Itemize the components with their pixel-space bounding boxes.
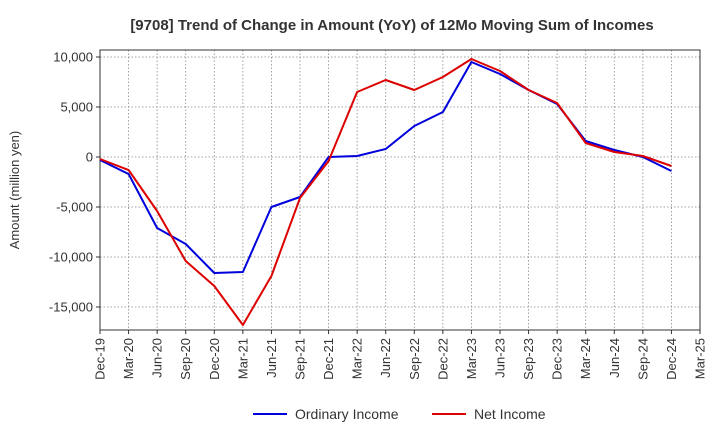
y-tick-label: -15,000 (49, 300, 93, 315)
grid (100, 50, 700, 330)
x-tick-label: Sep-24 (635, 338, 650, 380)
y-tick-label: 10,000 (53, 50, 93, 65)
x-tick-label: Sep-22 (407, 338, 422, 380)
series-layer (99, 58, 672, 326)
x-tick-label: Mar-24 (578, 338, 593, 379)
legend-label-net-income: Net Income (474, 406, 546, 422)
x-tick-label: Mar-25 (693, 338, 708, 379)
series-line-net-income (99, 58, 672, 326)
y-tick-label: 0 (86, 150, 93, 165)
x-tick-label: Sep-21 (293, 338, 308, 380)
chart-title: [9708] Trend of Change in Amount (YoY) o… (130, 17, 653, 34)
x-tick-label: Dec-24 (664, 338, 679, 380)
x-tick-label: Jun-23 (493, 338, 508, 378)
x-tick-label: Jun-22 (378, 338, 393, 378)
x-tick-label: Mar-21 (235, 338, 250, 379)
x-tick-label: Dec-20 (207, 338, 222, 380)
x-tick-label: Sep-20 (178, 338, 193, 380)
x-tick-label: Mar-22 (350, 338, 365, 379)
x-tick-label: Jun-24 (607, 338, 622, 378)
series-line-ordinary-income (99, 61, 672, 274)
x-tick-label: Jun-20 (150, 338, 165, 378)
x-tick-label: Mar-20 (121, 338, 136, 379)
x-tick-label: Dec-19 (93, 338, 108, 380)
y-tick-label: -10,000 (49, 250, 93, 265)
y-axis-title: Amount (million yen) (7, 131, 22, 250)
x-tick-label: Dec-23 (550, 338, 565, 380)
y-tick-label: -5,000 (56, 200, 93, 215)
legend-label-ordinary-income: Ordinary Income (295, 406, 399, 422)
x-tick-label: Dec-21 (321, 338, 336, 380)
y-axis: 10,000 5,000 0 -5,000 -10,000 -15,000 (49, 50, 100, 315)
plot-area (99, 49, 701, 331)
x-tick-label: Jun-21 (264, 338, 279, 378)
x-tick-label: Sep-23 (521, 338, 536, 380)
x-tick-label: Dec-22 (435, 338, 450, 380)
y-tick-label: 5,000 (60, 100, 93, 115)
x-axis: Dec-19 Mar-20 Jun-20 Sep-20 Dec-20 Mar-21 Jun-… (93, 330, 708, 380)
x-tick-label: Mar-23 (464, 338, 479, 379)
legend: Ordinary Income Net Income (253, 406, 546, 422)
